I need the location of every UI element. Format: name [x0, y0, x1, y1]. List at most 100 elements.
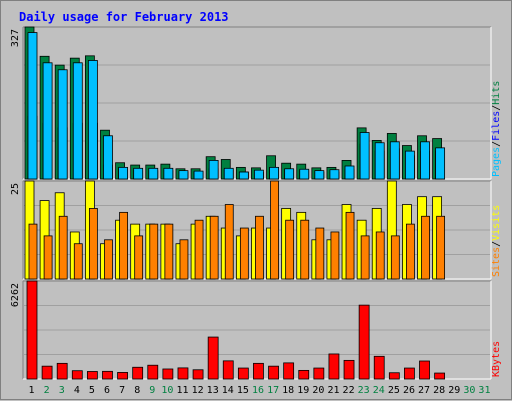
x-label-day-12: 12	[192, 385, 204, 396]
bar-sites-day-13	[209, 215, 219, 280]
x-label-day-20: 20	[312, 385, 324, 396]
y-max-label-visits-sites: 25	[10, 183, 21, 195]
x-label-day-27: 27	[418, 385, 430, 396]
series-label-part-visits-sites-2: Visits	[491, 205, 502, 241]
bar-kbytes-day-10	[162, 368, 174, 380]
series-label-part-visits-sites-0: Sites	[491, 247, 502, 277]
bar-sites-day-20	[315, 227, 325, 280]
x-label-day-25: 25	[388, 385, 400, 396]
x-label-day-8: 8	[134, 385, 140, 396]
bar-pages-day-7	[118, 166, 128, 180]
bar-kbytes-day-27	[419, 360, 430, 380]
x-label-day-9: 9	[149, 385, 155, 396]
x-label-day-13: 13	[207, 385, 219, 396]
bar-pages-day-23	[359, 132, 370, 180]
bar-sites-day-23	[360, 235, 370, 280]
bar-sites-day-14	[224, 204, 234, 280]
bar-pages-day-13	[208, 160, 219, 180]
bar-kbytes-day-22	[343, 359, 355, 380]
bar-sites-day-8	[134, 235, 144, 280]
bar-pages-day-27	[420, 141, 430, 180]
bar-pages-day-3	[57, 69, 68, 180]
series-label-hits-files-pages: Pages/Files/Hits	[491, 81, 502, 177]
bar-kbytes-day-12	[192, 369, 204, 380]
chart-title: Daily usage for February 2013	[19, 10, 229, 24]
bar-pages-day-14	[223, 167, 234, 180]
bar-sites-day-24	[375, 231, 385, 280]
bar-pages-day-2	[42, 62, 53, 180]
bar-sites-day-6	[104, 239, 113, 280]
x-label-day-17: 17	[267, 385, 279, 396]
bar-kbytes-day-21	[328, 353, 340, 380]
bar-sites-day-18	[285, 219, 295, 280]
bar-pages-day-25	[389, 141, 400, 180]
x-label-day-23: 23	[358, 385, 370, 396]
bar-kbytes-day-23	[358, 304, 370, 380]
series-label-visits-sites: Sites/Visits	[491, 205, 502, 277]
x-label-day-18: 18	[282, 385, 294, 396]
bar-sites-day-1	[28, 223, 38, 280]
bar-kbytes-day-26	[404, 367, 415, 380]
bar-sites-day-26	[406, 223, 415, 280]
x-label-day-3: 3	[59, 385, 65, 396]
bar-kbytes-day-1	[26, 280, 38, 380]
bar-kbytes-day-8	[132, 366, 144, 380]
x-label-day-29: 29	[448, 385, 460, 396]
series-label-part-hits-files-pages-1: /	[491, 141, 502, 147]
bar-kbytes-day-11	[177, 367, 189, 380]
bar-pages-day-1	[27, 32, 38, 180]
series-label-part-hits-files-pages-0: Pages	[491, 147, 502, 177]
x-label-day-26: 26	[403, 385, 415, 396]
bar-sites-day-5	[88, 208, 98, 280]
series-label-kbytes: KBytes	[491, 341, 502, 377]
bar-sites-day-11	[179, 239, 189, 280]
x-label-day-16: 16	[252, 385, 264, 396]
bar-pages-day-4	[72, 62, 83, 180]
bar-sites-day-12	[194, 219, 204, 280]
x-label-day-31: 31	[478, 385, 490, 396]
bar-sites-day-19	[300, 219, 310, 280]
bar-kbytes-day-14	[222, 360, 234, 380]
bar-kbytes-day-24	[373, 355, 385, 380]
x-label-day-6: 6	[104, 385, 110, 396]
x-label-day-1: 1	[29, 385, 35, 396]
bar-pages-day-22	[344, 165, 355, 180]
bar-pages-day-17	[269, 166, 279, 180]
series-label-part-visits-sites-1: /	[491, 241, 502, 247]
bar-kbytes-day-17	[268, 365, 279, 380]
bar-pages-day-20	[314, 170, 325, 180]
series-label-part-kbytes-0: KBytes	[491, 341, 502, 377]
x-label-day-30: 30	[463, 385, 475, 396]
bar-kbytes-day-19	[298, 369, 310, 380]
x-label-day-24: 24	[373, 385, 385, 396]
bar-kbytes-day-25	[388, 372, 400, 380]
series-label-part-hits-files-pages-3: /	[491, 105, 502, 111]
bar-sites-day-17	[270, 180, 279, 280]
bar-kbytes-day-4	[71, 370, 83, 380]
x-label-day-19: 19	[297, 385, 309, 396]
x-label-day-15: 15	[237, 385, 249, 396]
bar-sites-day-15	[239, 227, 249, 280]
bar-sites-day-2	[43, 235, 53, 280]
bar-sites-day-22	[345, 211, 355, 280]
bar-pages-day-18	[284, 168, 295, 180]
x-label-day-10: 10	[161, 385, 173, 396]
bar-pages-day-10	[163, 167, 174, 180]
bar-pages-day-5	[87, 60, 98, 180]
bar-pages-day-12	[193, 170, 204, 180]
x-label-day-4: 4	[74, 385, 80, 396]
chart-panels: 327Pages/Files/Hits25Sites/Visits6262KBy…	[10, 26, 502, 380]
bar-kbytes-day-20	[313, 367, 325, 380]
bar-kbytes-day-28	[434, 372, 446, 380]
bar-sites-day-7	[119, 211, 128, 280]
x-label-day-11: 11	[176, 385, 188, 396]
bar-sites-day-25	[390, 235, 400, 280]
bar-kbytes-day-13	[207, 336, 219, 380]
panel-kbytes: 6262 KBytes	[10, 280, 502, 380]
bar-sites-day-16	[255, 215, 264, 280]
bar-sites-day-28	[436, 215, 446, 280]
bar-pages-day-8	[133, 167, 144, 180]
